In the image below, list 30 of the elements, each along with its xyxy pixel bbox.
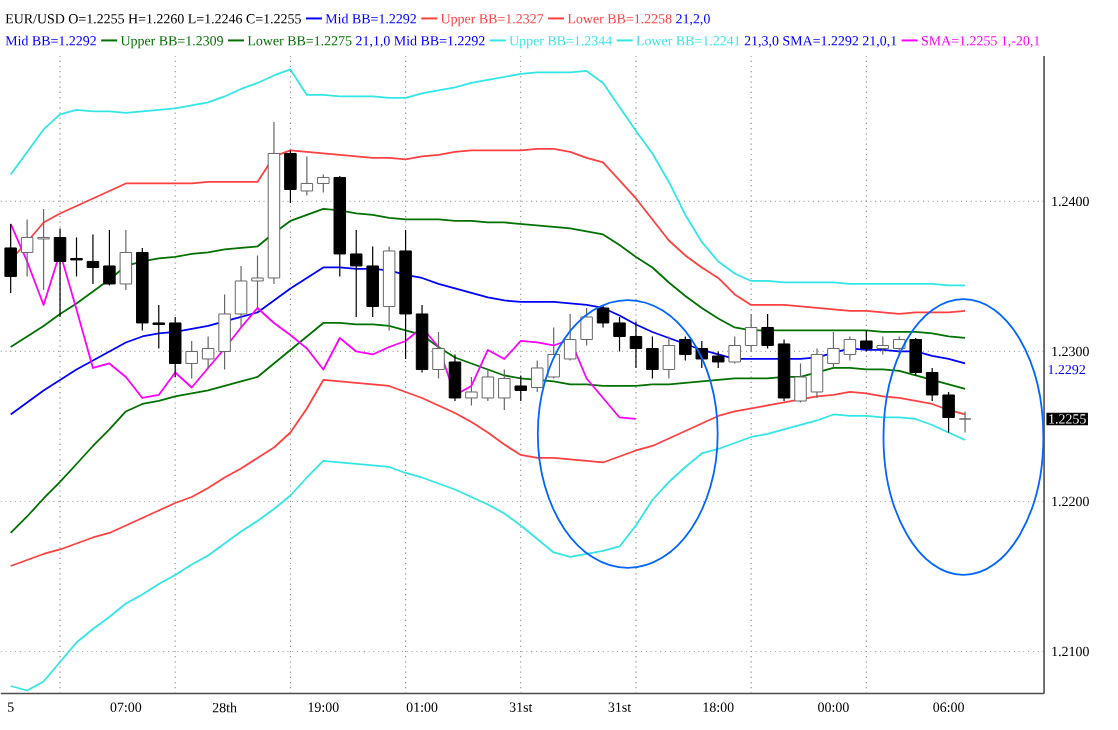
candlestick [317,174,330,194]
candlestick [514,375,528,402]
candlestick [646,336,659,380]
candlestick [662,336,676,380]
candlestick [498,369,511,411]
candlestick [4,223,17,294]
candlestick [86,234,100,285]
candlestick [251,255,264,309]
candlestick [596,304,610,329]
candlestick [958,411,972,434]
candlestick [744,313,758,353]
candlestick [168,316,182,378]
candlestick [613,316,626,353]
candlestick [300,156,314,197]
candlestick [185,340,198,380]
candlestick [284,150,297,204]
candlestick [53,228,67,318]
candlestick [794,363,807,404]
candlestick [119,229,133,291]
candlestick [103,229,116,287]
candlestick [860,330,873,353]
candlestick [629,321,643,369]
candlestick [448,354,462,402]
candlestick [70,237,83,278]
candlestick [728,336,741,365]
candlestick [909,337,922,377]
candlestick [810,348,824,399]
candlestick [234,265,248,329]
candlestick [761,313,774,350]
candlestick [432,331,445,380]
